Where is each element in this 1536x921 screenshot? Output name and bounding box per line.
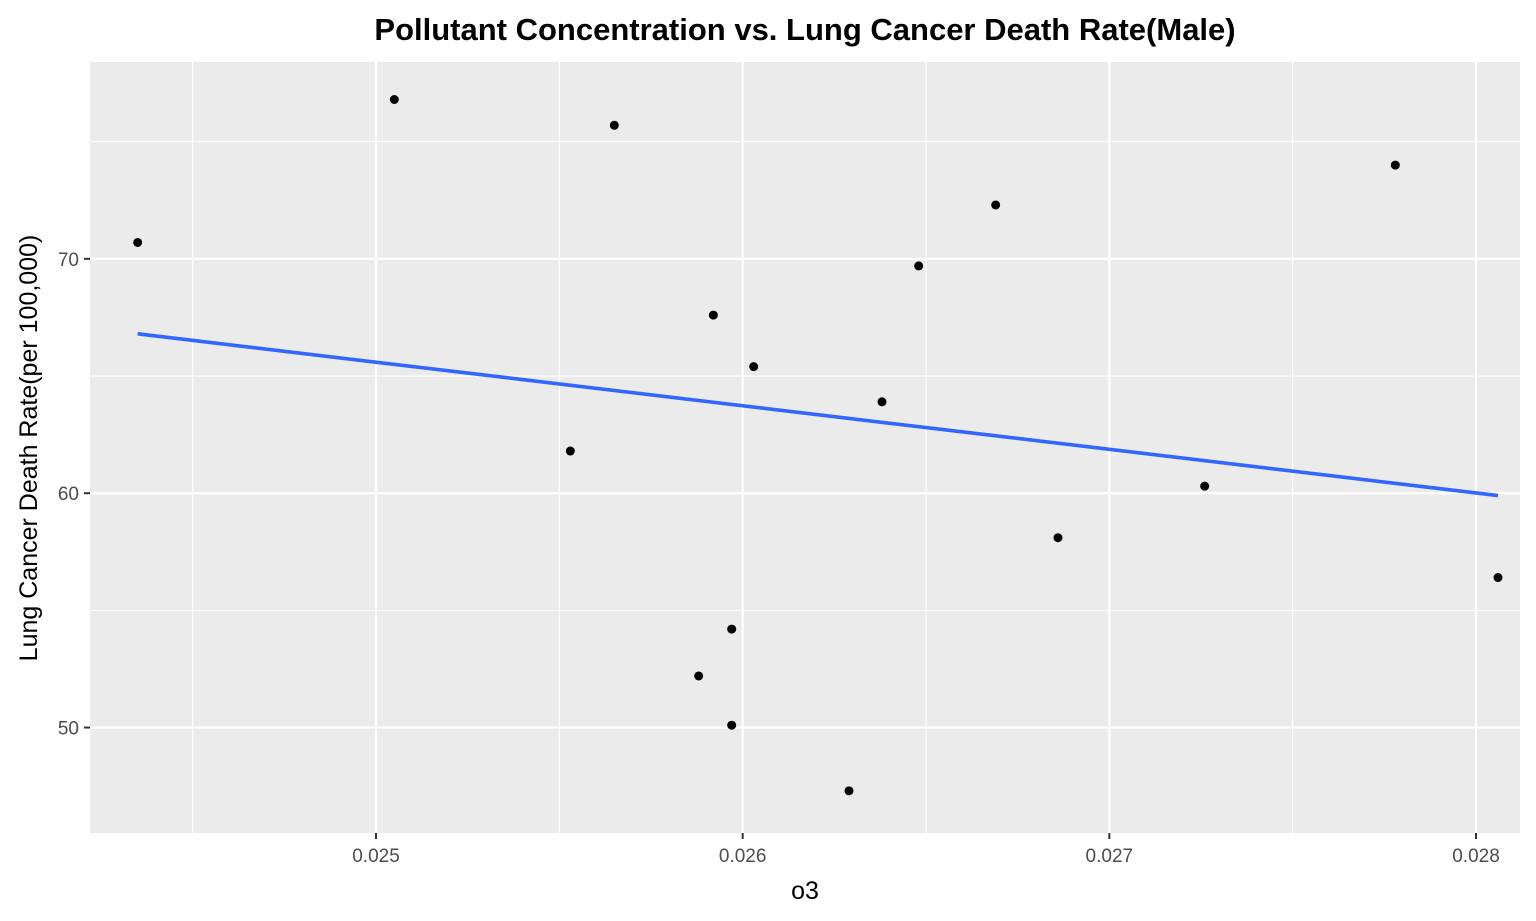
data-point: [727, 624, 737, 634]
points-layer: [133, 94, 1503, 796]
y-tick-label: 70: [58, 250, 79, 271]
data-point: [1390, 160, 1400, 170]
data-point: [1053, 533, 1063, 543]
data-point: [749, 362, 759, 372]
data-point: [727, 720, 737, 730]
data-point: [914, 261, 924, 271]
grid-major: [90, 62, 1520, 833]
x-tick-label: 0.026: [719, 846, 767, 867]
grid-minor: [90, 62, 1520, 833]
plot-panel: [90, 62, 1520, 833]
trend-layer: [137, 332, 1499, 498]
data-point: [694, 671, 704, 681]
data-point: [565, 446, 575, 456]
y-tick-label: 50: [58, 719, 79, 740]
y-axis-ticks: 50 60 70: [58, 250, 90, 740]
x-tick-label: 0.028: [1452, 846, 1500, 867]
data-point: [1200, 481, 1210, 491]
data-point: [991, 200, 1001, 210]
data-point: [844, 786, 854, 796]
data-point: [133, 237, 143, 247]
data-point: [1493, 573, 1503, 583]
data-point: [708, 310, 718, 320]
data-point: [609, 120, 619, 130]
y-axis-title: Lung Cancer Death Rate(per 100,000): [15, 235, 43, 662]
x-tick-label: 0.027: [1086, 846, 1134, 867]
chart-title: Pollutant Concentration vs. Lung Cancer …: [374, 12, 1235, 47]
trend-line: [137, 332, 1499, 498]
x-axis-ticks: 0.025 0.026 0.027 0.028: [352, 833, 1500, 867]
x-axis-title: o3: [791, 877, 819, 905]
data-point: [877, 397, 887, 407]
data-point: [389, 94, 399, 104]
y-tick-label: 60: [58, 484, 79, 505]
x-tick-label: 0.025: [352, 846, 400, 867]
